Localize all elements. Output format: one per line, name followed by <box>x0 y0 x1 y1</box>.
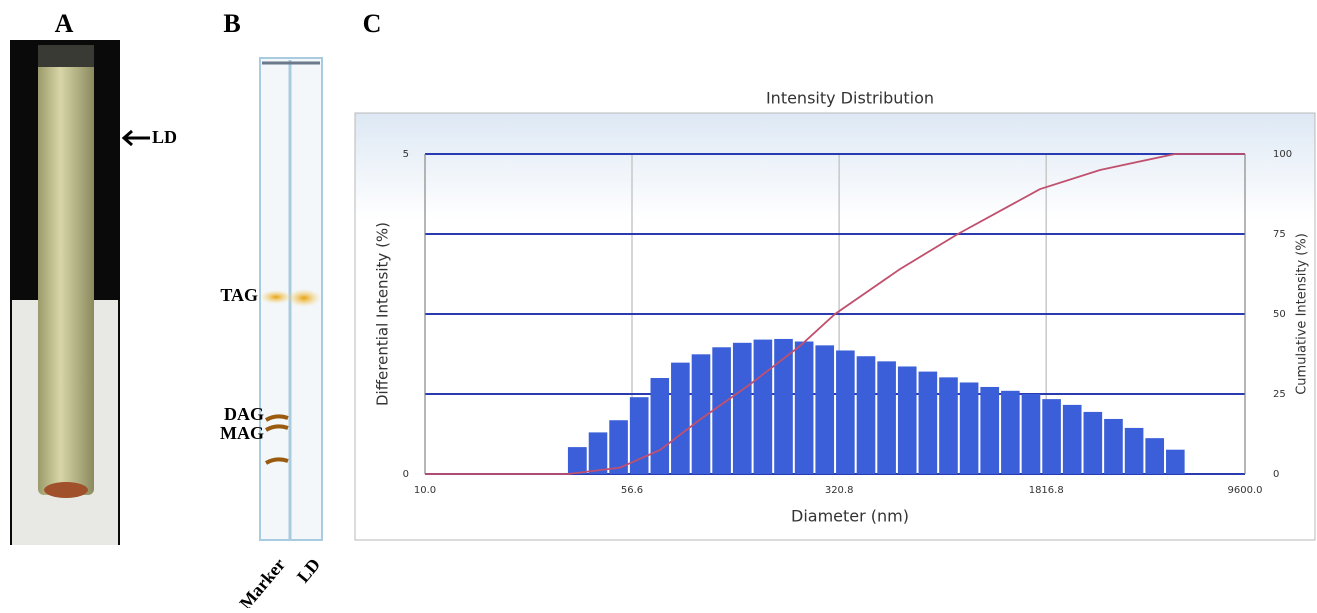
plot: 10.0 56.6 320.8 1816.8 9600.0 0 25 50 75 100 0 5 <box>403 149 1292 496</box>
annotation: DAG <box>224 404 264 424</box>
bar <box>1083 411 1103 474</box>
bar <box>567 447 587 474</box>
spot <box>260 290 292 304</box>
bar <box>732 342 752 474</box>
bar <box>1062 404 1082 474</box>
tube <box>38 45 94 495</box>
bar <box>712 347 731 474</box>
pellet <box>44 482 88 498</box>
bar <box>897 366 917 474</box>
y2-tick-label: 25 <box>1273 389 1286 400</box>
bar <box>794 341 814 474</box>
bar <box>918 371 938 474</box>
y-tick-label: 5 <box>403 149 409 160</box>
bar <box>877 361 896 474</box>
x-tick-label: 1816.8 <box>1029 485 1064 496</box>
bar <box>959 382 979 474</box>
cumulative-line <box>425 153 1245 475</box>
bar <box>1001 390 1020 474</box>
y2-tick-label: 50 <box>1273 309 1286 320</box>
bar <box>1042 399 1061 474</box>
y2-axis-label: Cumulative Intensity (%) <box>1295 233 1310 395</box>
lane-label: Marker <box>235 554 289 608</box>
y-axis-label: Differential Intensity (%) <box>374 222 392 406</box>
bar <box>753 339 773 474</box>
bar <box>939 377 958 474</box>
panel-label: A <box>55 9 74 38</box>
bar <box>1124 427 1144 474</box>
chart-frame <box>354 112 1316 541</box>
annotation: TAG <box>220 285 258 305</box>
bar <box>1104 418 1123 474</box>
bar <box>609 420 628 474</box>
bar <box>980 386 1000 474</box>
chart-title: Intensity Distribution <box>766 89 934 108</box>
spot <box>287 289 321 307</box>
panel-label: C <box>363 9 382 38</box>
bar <box>671 362 690 474</box>
lane-label: LD <box>293 554 324 586</box>
bar <box>588 432 608 474</box>
x-tick-label: 320.8 <box>825 485 854 496</box>
x-tick-label: 10.0 <box>414 485 436 496</box>
bar <box>836 350 855 474</box>
bar <box>815 345 835 474</box>
annotation: MAG <box>220 423 264 443</box>
spot <box>264 414 289 465</box>
bar <box>774 338 793 474</box>
y2-tick-label: 75 <box>1273 229 1286 240</box>
bar <box>1145 438 1165 474</box>
bar <box>650 378 670 474</box>
x-axis-label: Diameter (nm) <box>791 507 909 526</box>
tube-cap <box>38 45 94 67</box>
arrow <box>121 129 150 147</box>
bar <box>1021 394 1041 474</box>
y2-tick-label: 0 <box>1273 469 1279 480</box>
panel-label: B <box>223 9 240 38</box>
y2-tick-label: 100 <box>1273 149 1292 160</box>
bar <box>1166 449 1185 474</box>
annotation: LD <box>152 127 177 147</box>
x-tick-label: 56.6 <box>621 485 643 496</box>
bar <box>629 397 649 474</box>
x-tick-label: 9600.0 <box>1228 485 1263 496</box>
bar <box>691 354 711 474</box>
y-tick-label: 0 <box>403 469 409 480</box>
bar <box>856 356 876 474</box>
